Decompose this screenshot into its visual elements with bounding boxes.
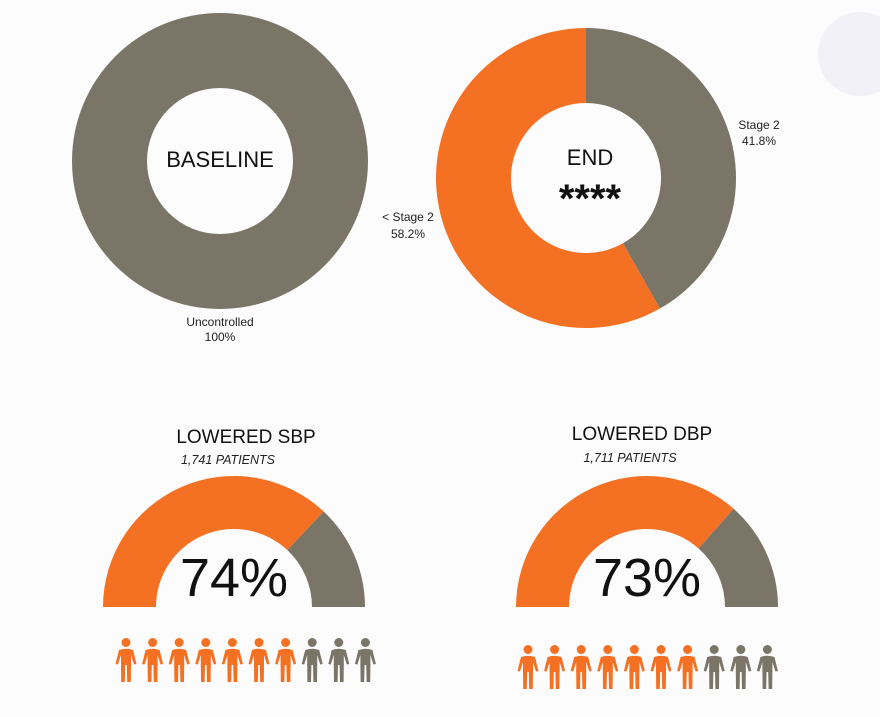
sbp-title: LOWERED SBP [176, 427, 315, 448]
baseline-donut [72, 13, 368, 309]
donut-slice-uncontrolled [72, 13, 368, 309]
person-icon [623, 645, 645, 689]
dbp-subtitle: 1,711 PATIENTS [583, 451, 677, 465]
person-icon [756, 645, 778, 689]
person-icon [650, 645, 672, 689]
person-icon [544, 645, 566, 689]
sbp-people-row [115, 638, 376, 682]
sbp-gauge [103, 476, 365, 607]
person-icon [354, 638, 376, 682]
end-slice-below-stage2-label: < Stage 2 [382, 210, 434, 224]
donut-slice-stage-2 [436, 28, 660, 328]
dbp-value-label: 73% [593, 548, 701, 608]
person-icon [597, 645, 619, 689]
person-icon [328, 638, 350, 682]
sbp-value-label: 74% [180, 548, 288, 608]
person-icon [517, 645, 539, 689]
person-icon [570, 645, 592, 689]
gauge-fill [516, 476, 734, 607]
end-center-label: END [567, 145, 613, 170]
person-icon [677, 645, 699, 689]
baseline-center-label: BASELINE [166, 147, 274, 172]
person-icon [248, 638, 270, 682]
person-icon [275, 638, 297, 682]
gauge-remainder [287, 511, 365, 607]
person-icon [142, 638, 164, 682]
decorative-bubble [818, 12, 880, 96]
person-icon [221, 638, 243, 682]
person-icon [115, 638, 137, 682]
end-donut [436, 28, 736, 328]
donut-slice-stage-2 [586, 28, 736, 309]
person-icon [730, 645, 752, 689]
baseline-slice-value: 100% [205, 330, 236, 344]
end-slice-stage2-value: 41.8% [742, 134, 776, 148]
sbp-subtitle: 1,741 PATIENTS [181, 453, 276, 467]
gauge-remainder [698, 508, 778, 607]
person-icon [195, 638, 217, 682]
end-slice-stage2-label: Stage 2 [738, 118, 780, 132]
dbp-gauge [516, 476, 778, 607]
person-icon [703, 645, 725, 689]
person-icon [301, 638, 323, 682]
dbp-title: LOWERED DBP [572, 424, 712, 445]
dbp-people-row [517, 645, 778, 689]
end-significance-label: **** [559, 177, 622, 221]
gauge-fill [103, 476, 324, 607]
person-icon [168, 638, 190, 682]
baseline-slice-label: Uncontrolled [186, 315, 253, 329]
end-slice-below-stage2-value: 58.2% [391, 227, 425, 241]
